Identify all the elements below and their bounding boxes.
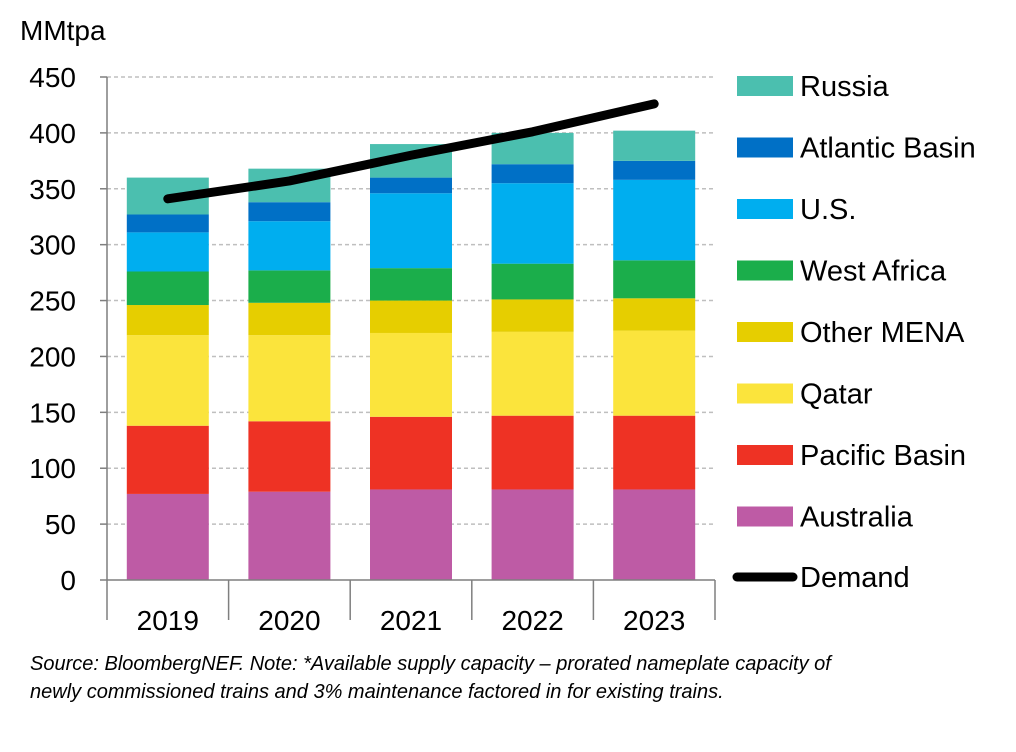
bar-segment: [491, 299, 574, 332]
bar-segment: [126, 271, 209, 306]
legend-swatch: [737, 506, 793, 527]
bar-segment: [613, 160, 696, 180]
bars: [126, 130, 696, 580]
bar-segment: [248, 270, 331, 303]
bar-segment: [126, 232, 209, 272]
x-tick-label: 2019: [137, 605, 199, 636]
bar-segment: [613, 260, 696, 299]
demand-line-group: [163, 99, 659, 204]
bar-segment: [370, 300, 452, 333]
legend-swatch: [737, 76, 793, 96]
bar-segment: [491, 183, 574, 264]
y-tick-label: 300: [29, 230, 76, 261]
bar-segment: [248, 491, 331, 580]
legend-label: Other MENA: [800, 317, 965, 349]
bar-segment: [491, 164, 574, 184]
y-tick-label: 250: [29, 286, 76, 317]
y-tick-label: 200: [29, 341, 76, 372]
bar-segment: [370, 193, 452, 269]
bar-segment: [613, 130, 696, 161]
legend-label: Australia: [800, 502, 914, 534]
legend-label: Demand: [800, 562, 910, 594]
x-tick-label: 2020: [258, 605, 320, 636]
source-note: Source: BloombergNEF. Note: *Available s…: [30, 653, 831, 703]
bar-segment: [613, 489, 696, 580]
bar-segment: [613, 179, 696, 261]
bar-segment: [370, 332, 452, 417]
legend-label: Pacific Basin: [800, 440, 966, 472]
legend-swatch: [737, 383, 793, 404]
legend-label: Russia: [800, 71, 890, 103]
bar-segment: [613, 298, 696, 331]
y-tick-label: 150: [29, 397, 76, 428]
bar-segment: [248, 221, 331, 271]
y-tick-label: 450: [29, 62, 76, 93]
legend-swatch: [737, 322, 793, 342]
y-tick-label: 350: [29, 174, 76, 205]
legend-swatch: [737, 199, 793, 219]
bar-segment: [370, 416, 452, 490]
bar-segment: [126, 335, 209, 426]
y-tick-label: 100: [29, 453, 76, 484]
bar-segment: [491, 489, 574, 580]
legend-swatch: [737, 445, 793, 465]
bar-segment: [126, 425, 209, 494]
bar-segment: [491, 263, 574, 300]
legend-swatch: [737, 260, 793, 281]
bar-segment: [248, 421, 331, 492]
bar-segment: [370, 177, 452, 194]
bar-segment: [370, 489, 452, 580]
y-axis-ticks: 0 50 100 150 200 250 300 350 400 450: [29, 62, 76, 596]
axes: [100, 76, 716, 620]
bar-segment: [126, 305, 209, 336]
bar-segment: [613, 415, 696, 490]
legend-label: Qatar: [800, 379, 873, 411]
bar-segment: [491, 331, 574, 416]
bar-segment: [491, 415, 574, 490]
legend-label: West Africa: [800, 256, 947, 288]
bar-segment: [248, 302, 331, 336]
legend-swatch: [737, 137, 793, 158]
y-tick-label: 400: [29, 118, 76, 149]
y-tick-label: 0: [60, 565, 76, 596]
bar-segment: [613, 330, 696, 416]
bar-segment: [370, 268, 452, 301]
y-axis-label: MMtpa: [20, 15, 106, 46]
bar-segment: [126, 493, 209, 580]
demand-line: [163, 99, 659, 204]
x-tick-label: 2022: [501, 605, 563, 636]
x-tick-label: 2021: [380, 605, 442, 636]
y-tick-label: 50: [45, 509, 76, 540]
bar-segment: [126, 214, 209, 233]
x-axis-ticks: 2019 2020 2021 2022 2023: [137, 605, 686, 636]
legend-label: U.S.: [800, 194, 856, 226]
x-tick-label: 2023: [623, 605, 685, 636]
legend: Russia Atlantic Basin U.S. West Africa Other…: [732, 71, 976, 594]
legend-label: Atlantic Basin: [800, 133, 976, 165]
bar-segment: [248, 335, 331, 422]
bar-segment: [248, 202, 331, 222]
